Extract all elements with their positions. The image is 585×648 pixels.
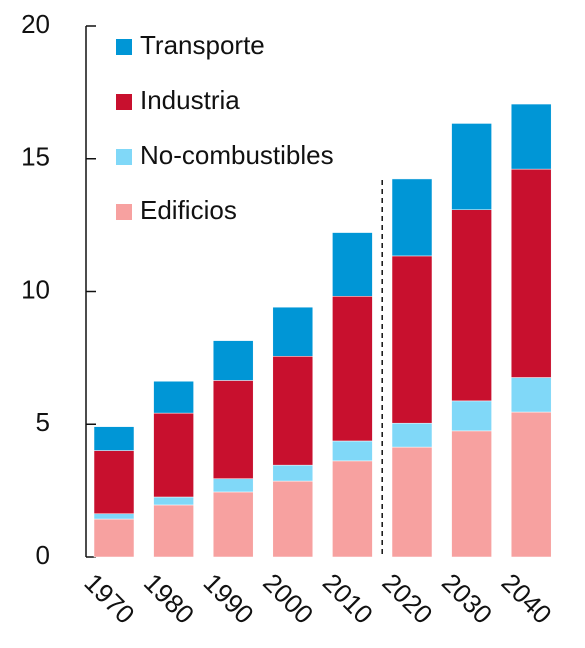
bar-segment	[212, 380, 254, 479]
bar-segment	[272, 306, 314, 357]
bar-segment	[93, 450, 135, 514]
bar-segment	[212, 478, 254, 493]
x-tick-label: 2020	[376, 567, 438, 629]
bar-segment	[93, 426, 135, 451]
legend-swatch	[116, 204, 132, 220]
y-tick-label: 10	[21, 274, 50, 304]
x-tick-label: 1980	[138, 567, 200, 629]
y-tick-label: 0	[36, 540, 50, 570]
x-tick-label: 2000	[257, 567, 319, 629]
bar-segment	[391, 255, 433, 424]
bar-segment	[212, 491, 254, 558]
legend-swatch	[116, 94, 132, 110]
y-tick-label: 15	[21, 142, 50, 172]
legend-label: Industria	[140, 85, 240, 115]
bar-segment	[153, 504, 194, 558]
bar-segment	[153, 380, 194, 414]
bar-segment	[510, 411, 552, 558]
x-tick-label: 2030	[436, 567, 498, 629]
x-tick-label: 1990	[198, 567, 260, 629]
bar-segment	[451, 400, 492, 432]
bar-segment	[391, 178, 433, 257]
bar-segment	[332, 296, 373, 442]
bar-segment	[332, 232, 373, 297]
bar-segment	[510, 103, 552, 170]
bar-segment	[153, 412, 194, 498]
bar-segment	[391, 446, 433, 558]
legend-swatch	[116, 39, 132, 55]
bar-segment	[510, 377, 552, 413]
bar-segment	[93, 518, 135, 558]
bar-segment	[510, 168, 552, 378]
bar-segment	[272, 464, 314, 482]
legend-label: No-combustibles	[140, 140, 334, 170]
y-tick-label: 20	[21, 9, 50, 39]
bar-segment	[332, 460, 373, 558]
bar-segment	[153, 496, 194, 506]
bar-segment	[391, 422, 433, 448]
x-tick-label: 1970	[78, 567, 140, 629]
legend-label: Transporte	[140, 30, 265, 60]
bar-segment	[272, 480, 314, 558]
bar-segment	[332, 440, 373, 462]
bar-segment	[93, 513, 135, 520]
x-tick-label: 2040	[496, 567, 558, 629]
bar-segment	[212, 340, 254, 381]
bar-segment	[272, 356, 314, 466]
bar-segment	[451, 430, 492, 558]
y-tick-label: 5	[36, 407, 50, 437]
bar-segment	[451, 123, 492, 210]
x-tick-label: 2010	[317, 567, 379, 629]
legend-label: Edificios	[140, 195, 237, 225]
legend-swatch	[116, 149, 132, 165]
bar-segment	[451, 209, 492, 402]
